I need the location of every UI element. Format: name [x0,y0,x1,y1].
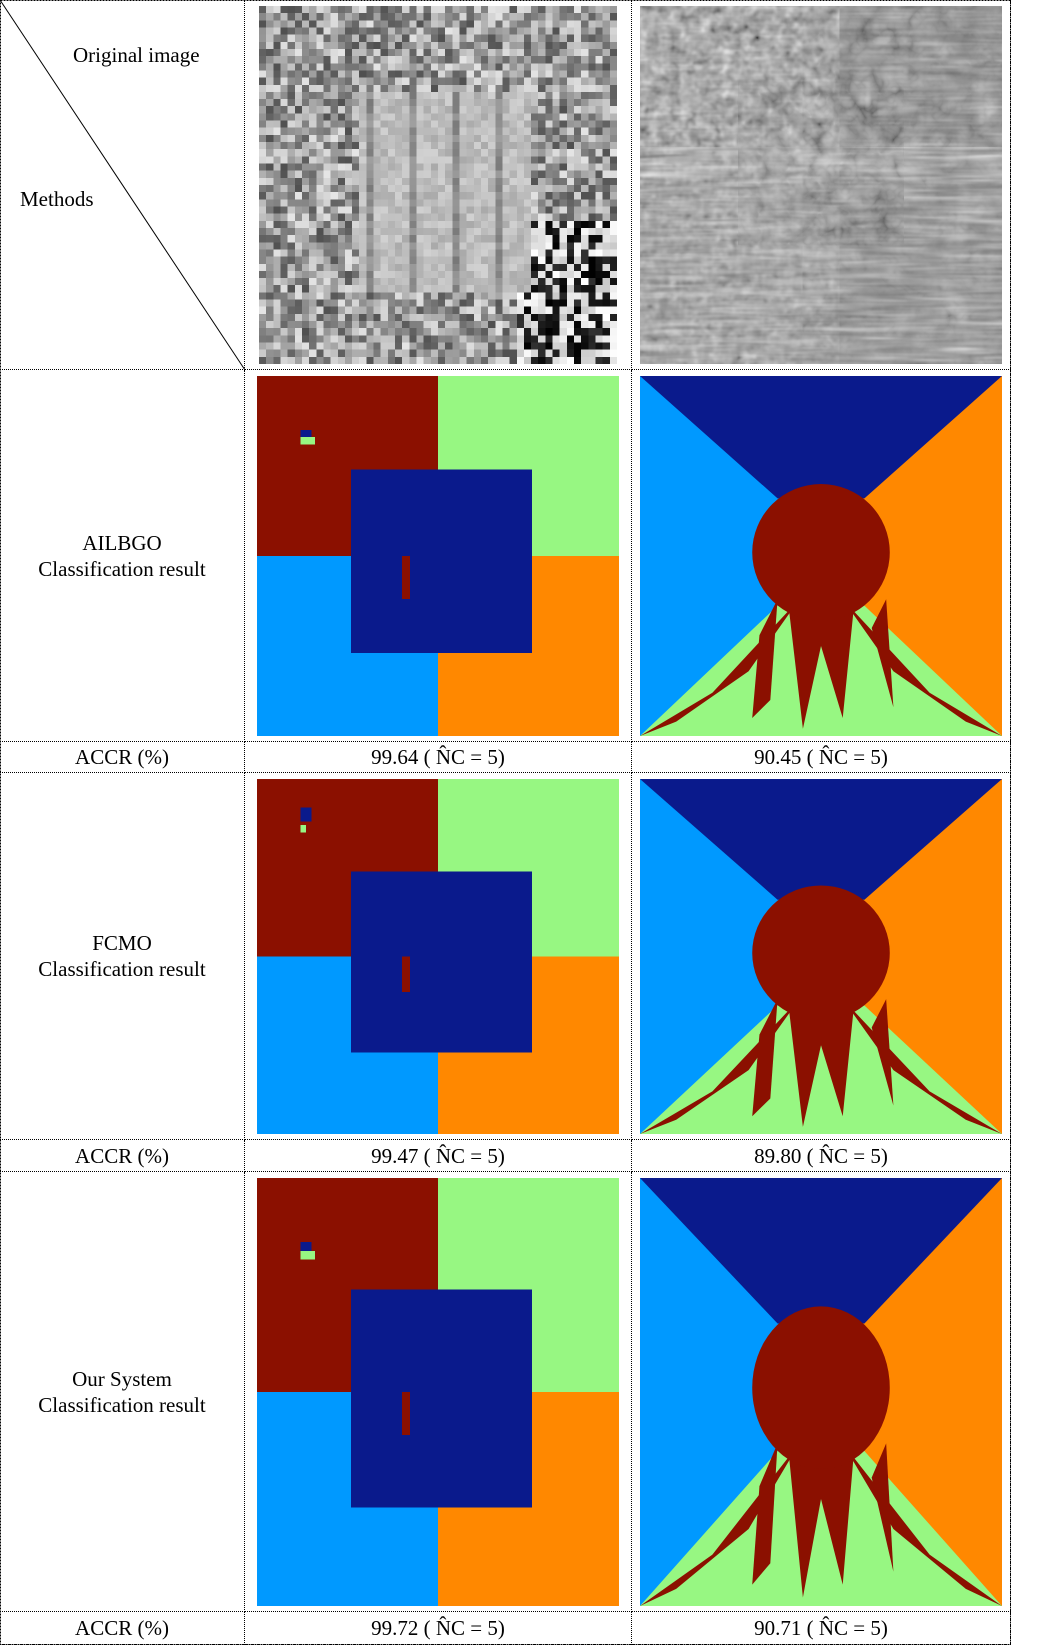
accr-label-cell: ACCR (%) [0,1612,245,1645]
method-cell: AILBGO Classification result [0,370,245,742]
accr-label-cell: ACCR (%) [0,742,245,773]
classification-map [257,375,619,736]
accr-label: ACCR (%) [75,1143,169,1168]
header-corner: Original image Methods [0,0,245,370]
accr-label: ACCR (%) [75,1616,169,1640]
method-name: Our System [72,1366,172,1391]
result-image-cell [632,370,1011,742]
result-image-cell [632,773,1011,1140]
classification-map [640,778,1002,1134]
method-cell: FCMO Classification result [0,773,245,1140]
method-caption: Classification result [38,957,206,981]
result-image-cell [632,1172,1011,1612]
accr-value: 89.80 ( N̂C = 5) [754,1143,888,1168]
accr-cell: 99.64 ( N̂C = 5) [245,742,632,773]
accr-value: 99.47 ( N̂C = 5) [371,1143,505,1168]
original-cell [632,0,1011,370]
accr-cell: 90.71 ( N̂C = 5) [632,1612,1011,1645]
accr-label-cell: ACCR (%) [0,1140,245,1172]
accr-cell: 90.45 ( N̂C = 5) [632,742,1011,773]
classification-map [640,1177,1002,1606]
diagonal [0,0,246,371]
accr-cell: 99.47 ( N̂C = 5) [245,1140,632,1172]
original-cell [245,0,632,370]
accr-value: 99.64 ( N̂C = 5) [371,745,505,769]
accr-value: 90.71 ( N̂C = 5) [754,1616,888,1640]
header-top-label: Original image [73,43,200,67]
method-cell: Our System Classification result [0,1172,245,1612]
result-image-cell [245,773,632,1140]
method-caption: Classification result [38,1392,206,1417]
header-bottom-label: Methods [20,187,94,211]
accr-cell: 89.80 ( N̂C = 5) [632,1140,1011,1172]
accr-value: 90.45 ( N̂C = 5) [754,745,888,769]
original-image [259,5,617,364]
method-name: FCMO [92,931,152,955]
classification-map [257,778,619,1134]
method-name: AILBGO [82,530,162,555]
accr-label: ACCR (%) [75,745,169,769]
result-image-cell [245,1172,632,1612]
accr-cell: 99.72 ( N̂C = 5) [245,1612,632,1645]
result-image-cell [245,370,632,742]
original-image [640,5,1002,364]
accr-value: 99.72 ( N̂C = 5) [371,1616,505,1640]
method-caption: Classification result [38,556,206,581]
classification-map [640,375,1002,736]
classification-map [257,1177,619,1606]
